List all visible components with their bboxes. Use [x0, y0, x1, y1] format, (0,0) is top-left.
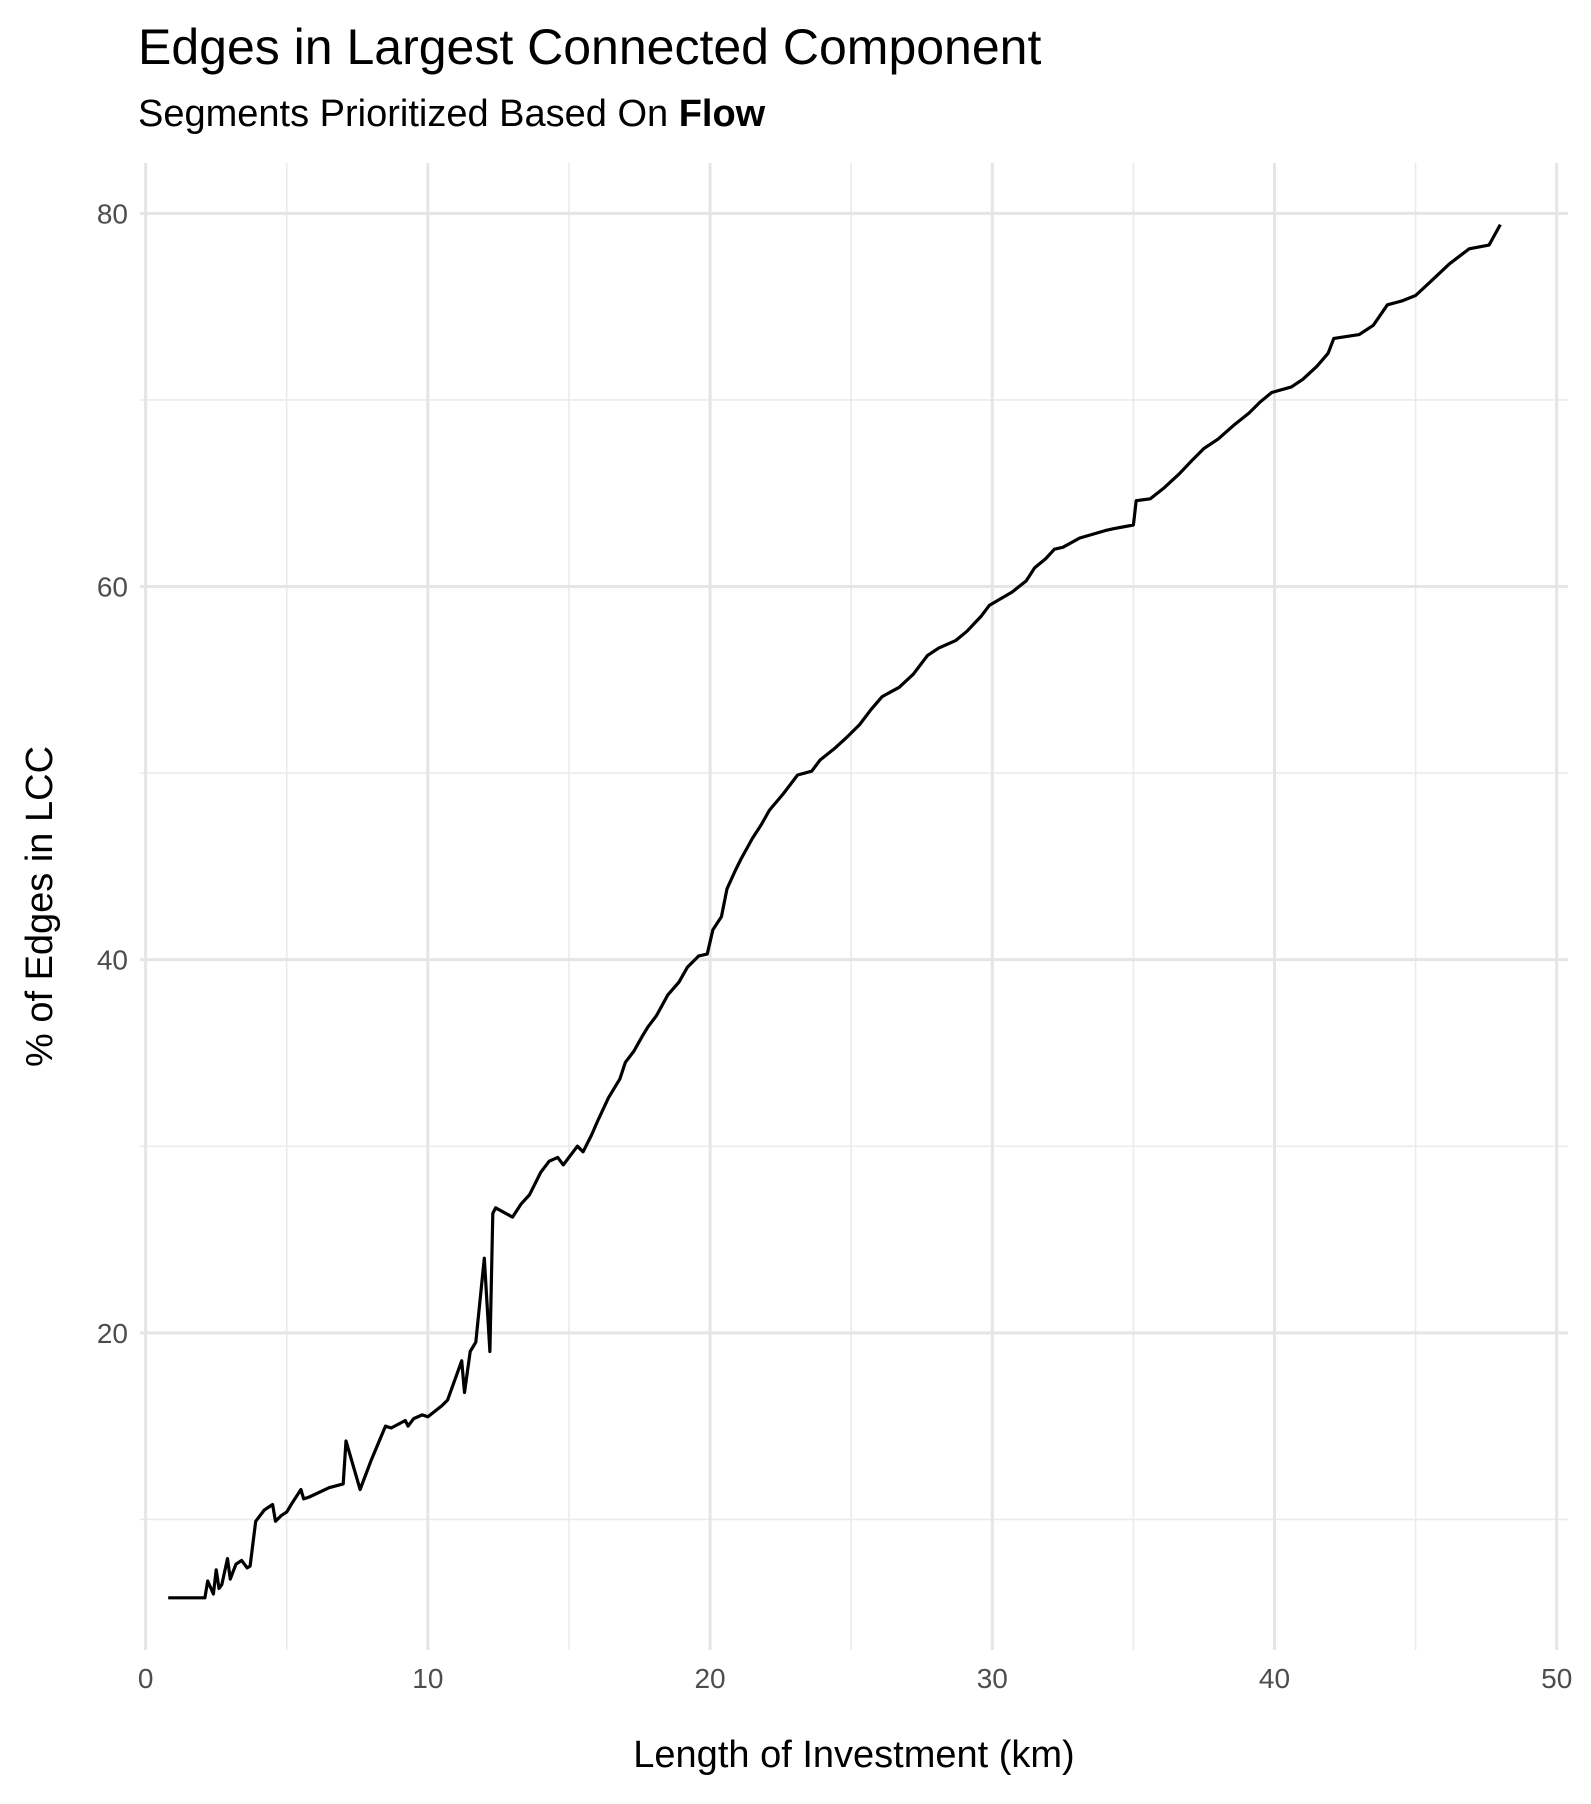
- major-gridlines: [140, 163, 1568, 1650]
- x-tick-label: 50: [1541, 1663, 1572, 1694]
- y-axis-ticks: 20 40 60 80: [97, 198, 128, 1348]
- x-axis-ticks: 0 10 20 30 40 50: [138, 1663, 1572, 1694]
- x-tick-label: 30: [977, 1663, 1008, 1694]
- chart-subtitle: Segments Prioritized Based On Flow: [138, 88, 765, 140]
- subtitle-prefix: Segments Prioritized Based On: [138, 93, 679, 135]
- chart-title: Edges in Largest Connected Component: [138, 19, 1042, 75]
- series-line: [168, 223, 1502, 1600]
- subtitle-emphasis: Flow: [678, 93, 766, 135]
- x-tick-label: 10: [412, 1663, 443, 1694]
- x-tick-label: 40: [1259, 1663, 1290, 1694]
- x-tick-label: 20: [694, 1663, 725, 1694]
- y-tick-label: 60: [97, 572, 128, 603]
- x-tick-label: 0: [138, 1663, 154, 1694]
- y-tick-label: 80: [97, 198, 128, 229]
- minor-gridlines: [140, 163, 1568, 1650]
- y-tick-label: 40: [97, 945, 128, 976]
- y-tick-label: 20: [97, 1318, 128, 1349]
- y-axis-title: % of Edges in LCC: [19, 746, 61, 1067]
- x-axis-title: Length of Investment (km): [633, 1734, 1074, 1776]
